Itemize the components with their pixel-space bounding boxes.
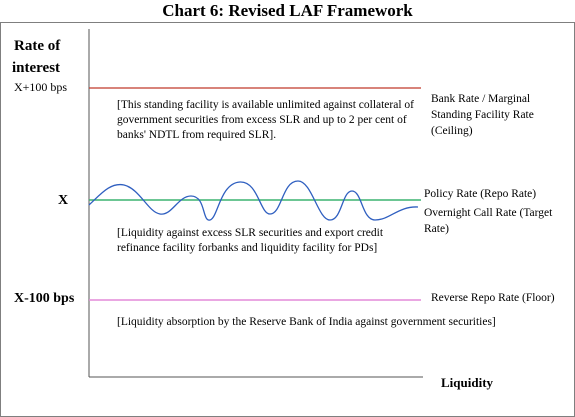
ceiling-note: [This standing facility is available unl… — [117, 99, 414, 141]
policy-rate-label: Policy Rate (Repo Rate) — [424, 188, 537, 200]
level-middle-label: X — [58, 193, 69, 208]
y-axis-label-line2: interest — [12, 60, 61, 76]
policy-note: [Liquidity against excess SLR securities… — [117, 227, 384, 254]
call-rate-label: Overnight Call Rate (Target Rate) — [424, 207, 553, 235]
level-upper-label: X+100 bps — [14, 80, 68, 94]
x-axis-label: Liquidity — [441, 375, 494, 390]
y-axis-label-line1: Rate of — [14, 38, 61, 54]
level-lower-label: X-100 bps — [14, 291, 75, 306]
floor-note: [Liquidity absorption by the Reserve Ban… — [117, 316, 496, 328]
call-rate-wave — [88, 180, 419, 221]
floor-label: Reverse Repo Rate (Floor) — [431, 292, 555, 304]
chart-title: Chart 6: Revised LAF Framework — [162, 1, 413, 20]
ceiling-label: Bank Rate / Marginal Standing Facility R… — [431, 93, 534, 137]
